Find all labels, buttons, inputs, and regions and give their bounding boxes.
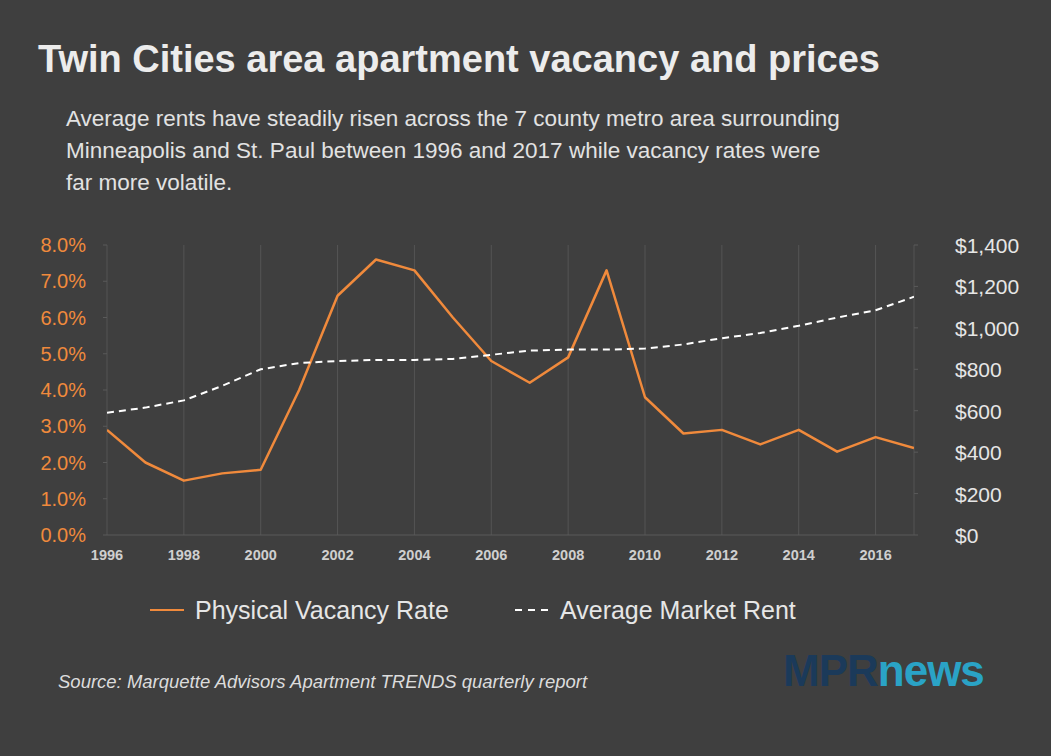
grid-line bbox=[875, 245, 876, 535]
x-tick-label: 2000 bbox=[245, 547, 277, 563]
chart: Twin Cities area apartment vacancy and p… bbox=[0, 0, 1051, 756]
x-tick-label: 2012 bbox=[706, 547, 738, 563]
plot-frame-right bbox=[914, 245, 915, 535]
y2-tick-label: $1,200 bbox=[955, 275, 1019, 298]
y-tick-label: 5.0% bbox=[40, 343, 86, 365]
y-tick-label: 1.0% bbox=[40, 488, 86, 510]
grid-line bbox=[337, 245, 338, 535]
y-tick bbox=[103, 353, 107, 354]
x-tick-label: 2006 bbox=[475, 547, 507, 563]
grid-line bbox=[645, 245, 646, 535]
y2-tick-label: $1,400 bbox=[955, 234, 1019, 257]
legend-label: Physical Vacancy Rate bbox=[195, 596, 449, 624]
x-tick-label: 2010 bbox=[629, 547, 661, 563]
y2-tick-label: $800 bbox=[955, 358, 1002, 381]
x-tick-label: 2008 bbox=[552, 547, 584, 563]
y2-tick bbox=[914, 452, 918, 453]
x-tick-label: 2004 bbox=[398, 547, 430, 563]
grid-line bbox=[568, 245, 569, 535]
x-tick-label: 1998 bbox=[168, 547, 200, 563]
y2-tick bbox=[914, 369, 918, 370]
y2-tick-label: $200 bbox=[955, 483, 1002, 506]
legend-label: Average Market Rent bbox=[560, 596, 796, 624]
grid-line bbox=[183, 245, 184, 535]
y-tick bbox=[103, 426, 107, 427]
y-tick-label: 7.0% bbox=[40, 270, 86, 292]
y-tick bbox=[103, 535, 107, 536]
grid-line bbox=[260, 245, 261, 535]
brand-logo: MPRnews bbox=[783, 646, 984, 695]
y-tick-label: 2.0% bbox=[40, 452, 86, 474]
y-tick bbox=[103, 245, 107, 246]
source: Source: Marquette Advisors Apartment TRE… bbox=[58, 671, 588, 692]
grid-line bbox=[798, 245, 799, 535]
legend-swatch bbox=[515, 609, 549, 611]
y2-tick bbox=[914, 493, 918, 494]
y2-tick-label: $0 bbox=[955, 524, 978, 547]
y2-tick-label: $600 bbox=[955, 400, 1002, 423]
grid-line bbox=[491, 245, 492, 535]
series-line bbox=[107, 260, 914, 481]
y-tick-label: 6.0% bbox=[40, 307, 86, 329]
brand-part: MPR bbox=[783, 646, 878, 695]
y-tick bbox=[103, 317, 107, 318]
y-tick-label: 8.0% bbox=[40, 234, 86, 256]
y2-tick bbox=[914, 327, 918, 328]
y2-tick-label: $1,000 bbox=[955, 317, 1019, 340]
y-tick bbox=[103, 498, 107, 499]
y2-tick bbox=[914, 410, 918, 411]
title: Twin Cities area apartment vacancy and p… bbox=[38, 38, 880, 80]
y-tick-label: 3.0% bbox=[40, 415, 86, 437]
legend-swatch bbox=[150, 609, 184, 611]
plot-data bbox=[107, 260, 914, 481]
y-tick bbox=[103, 390, 107, 391]
x-tick-label: 2014 bbox=[783, 547, 815, 563]
background bbox=[0, 0, 1051, 756]
grid-line bbox=[721, 245, 722, 535]
y2-tick bbox=[914, 535, 918, 536]
x-tick-label: 2016 bbox=[859, 547, 891, 563]
grid-line bbox=[414, 245, 415, 535]
series-line bbox=[107, 297, 914, 413]
y2-tick bbox=[914, 286, 918, 287]
x-tick-label: 1996 bbox=[91, 547, 123, 563]
subtitle: far more volatile. bbox=[66, 170, 232, 195]
y-tick bbox=[103, 462, 107, 463]
y-tick-label: 0.0% bbox=[40, 524, 86, 546]
y-tick bbox=[103, 281, 107, 282]
subtitle: Average rents have steadily risen across… bbox=[66, 106, 840, 131]
y2-tick bbox=[914, 245, 918, 246]
y2-tick-label: $400 bbox=[955, 441, 1002, 464]
x-tick-label: 2002 bbox=[321, 547, 353, 563]
y-tick-label: 4.0% bbox=[40, 379, 86, 401]
brand-part: news bbox=[878, 646, 984, 695]
subtitle: Minneapolis and St. Paul between 1996 an… bbox=[66, 138, 820, 163]
x-axis-line bbox=[107, 535, 914, 536]
